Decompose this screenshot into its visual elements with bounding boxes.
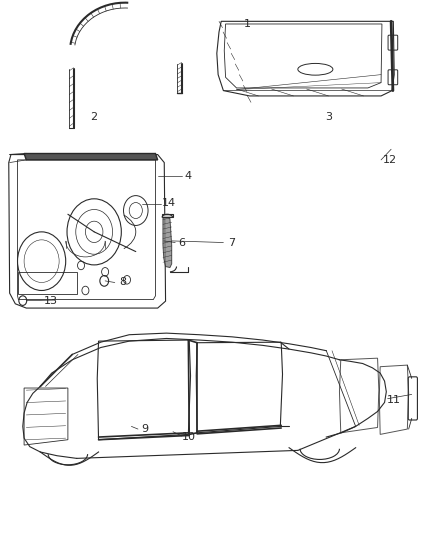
- Polygon shape: [24, 154, 158, 160]
- Text: 6: 6: [178, 238, 185, 247]
- Polygon shape: [162, 214, 173, 217]
- Text: 14: 14: [162, 198, 176, 207]
- Text: 4: 4: [185, 171, 192, 181]
- Text: 10: 10: [181, 432, 195, 442]
- Text: 2: 2: [91, 112, 98, 122]
- Text: 9: 9: [141, 424, 148, 434]
- Text: 3: 3: [325, 112, 332, 122]
- Text: 12: 12: [383, 155, 397, 165]
- Text: 8: 8: [119, 278, 126, 287]
- Text: 7: 7: [229, 238, 236, 247]
- Text: 13: 13: [43, 296, 57, 306]
- Text: 11: 11: [387, 395, 401, 405]
- Polygon shape: [163, 216, 172, 268]
- Text: 1: 1: [244, 19, 251, 29]
